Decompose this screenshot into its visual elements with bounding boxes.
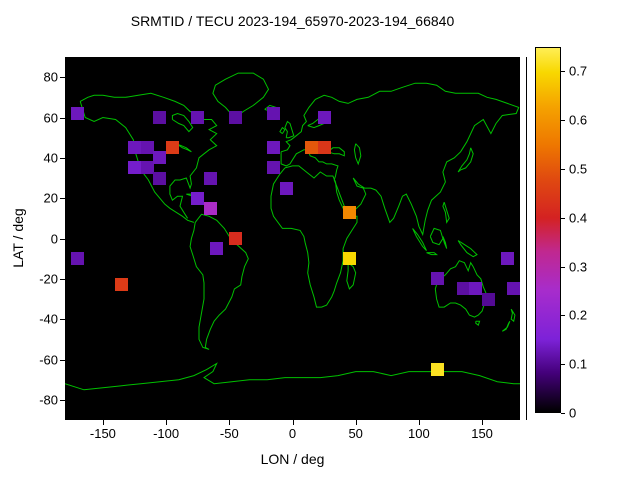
tecu-point <box>191 191 205 205</box>
colorbar-tick-mark <box>561 364 565 366</box>
y-tick-label: 20 <box>43 190 58 206</box>
tecu-point <box>203 171 217 185</box>
colorbar-tick-label: 0.6 <box>569 112 588 128</box>
tecu-point <box>140 161 154 175</box>
tecu-point <box>431 272 445 286</box>
y-tick-mark <box>60 319 65 321</box>
y-tick-label: -40 <box>39 311 58 327</box>
tecu-point <box>71 252 85 266</box>
y-tick-mark <box>60 278 65 280</box>
x-tick-label: 100 <box>408 426 430 441</box>
colorbar-tick-mark <box>561 169 565 170</box>
y-tick-mark <box>60 117 65 119</box>
tecu-point <box>115 278 129 292</box>
y-tick-mark <box>60 77 65 79</box>
tecu-point <box>267 141 280 155</box>
x-tick-label: -50 <box>219 426 239 441</box>
tecu-point <box>203 201 217 215</box>
tecu-point <box>229 232 243 245</box>
y-tick-label: 0 <box>50 231 58 246</box>
y-tick-label: 80 <box>43 69 58 85</box>
colorbar-tick-label: 0.7 <box>569 63 588 79</box>
x-tick-mark <box>229 420 231 425</box>
tecu-point <box>267 161 280 175</box>
tecu-point <box>153 111 167 124</box>
colorbar-tick-label: 0.4 <box>569 210 588 226</box>
colorbar-gradient <box>536 48 560 412</box>
tecu-point <box>165 141 179 155</box>
tecu-point <box>128 161 141 175</box>
tecu-point <box>153 171 167 185</box>
tecu-point <box>128 141 141 155</box>
y-tick-label: -20 <box>39 271 58 287</box>
tecu-point <box>229 111 243 124</box>
tecu-point <box>481 292 495 306</box>
tecu-point <box>469 282 483 296</box>
tecu-point <box>500 252 514 266</box>
x-tick-mark <box>292 420 294 425</box>
y-tick-mark <box>60 238 65 240</box>
y-tick-label: -60 <box>39 352 58 367</box>
tecu-point <box>71 107 85 120</box>
colorbar-tick-mark <box>561 71 565 73</box>
plot-colorbar-separator <box>526 57 527 420</box>
colorbar-tick-label: 0 <box>569 405 577 421</box>
y-tick-label: 60 <box>43 110 58 125</box>
colorbar-tick-label: 0.5 <box>569 161 588 177</box>
x-tick-mark <box>355 420 357 425</box>
tecu-point <box>317 141 331 155</box>
y-tick-label: 40 <box>43 150 58 166</box>
colorbar-tick-mark <box>561 315 565 317</box>
tecu-point <box>279 181 293 195</box>
tecu-point <box>431 363 445 377</box>
x-tick-label: -150 <box>89 426 116 441</box>
tecu-point <box>153 151 167 165</box>
colorbar <box>535 47 561 413</box>
x-tick-label: 50 <box>348 426 363 441</box>
y-tick-mark <box>60 157 65 159</box>
tecu-point <box>267 107 280 120</box>
y-tick-mark <box>60 198 65 200</box>
x-tick-label: -100 <box>153 426 180 441</box>
x-tick-mark <box>102 420 104 425</box>
x-axis-label: LON / deg <box>260 451 325 467</box>
tecu-point <box>507 282 520 296</box>
colorbar-tick-mark <box>561 266 565 268</box>
colorbar-tick-label: 0.1 <box>569 356 588 372</box>
tecu-point <box>140 141 154 155</box>
y-tick-mark <box>60 399 65 401</box>
tecu-point <box>191 111 205 124</box>
x-tick-label: 0 <box>288 426 297 441</box>
colorbar-tick-mark <box>561 120 565 122</box>
tecu-point <box>210 242 224 256</box>
x-tick-label: 150 <box>471 426 493 441</box>
colorbar-tick-mark <box>561 413 565 414</box>
tecu-point <box>342 252 356 266</box>
colorbar-tick-label: 0.2 <box>569 307 588 323</box>
chart-title: SRMTID / TECU 2023-194_65970-2023-194_66… <box>130 13 455 29</box>
tecu-point <box>305 141 318 155</box>
y-tick-mark <box>60 359 65 361</box>
x-tick-mark <box>482 420 484 425</box>
y-tick-label: -80 <box>39 392 58 408</box>
x-tick-mark <box>166 420 168 425</box>
coastline-map <box>65 72 520 391</box>
tecu-point <box>317 111 331 124</box>
colorbar-tick-mark <box>561 217 565 219</box>
map-plot-area <box>65 57 520 420</box>
tecu-point <box>456 282 470 296</box>
tecu-point <box>342 205 356 219</box>
x-tick-mark <box>418 420 420 425</box>
colorbar-tick-label: 0.3 <box>569 259 588 275</box>
